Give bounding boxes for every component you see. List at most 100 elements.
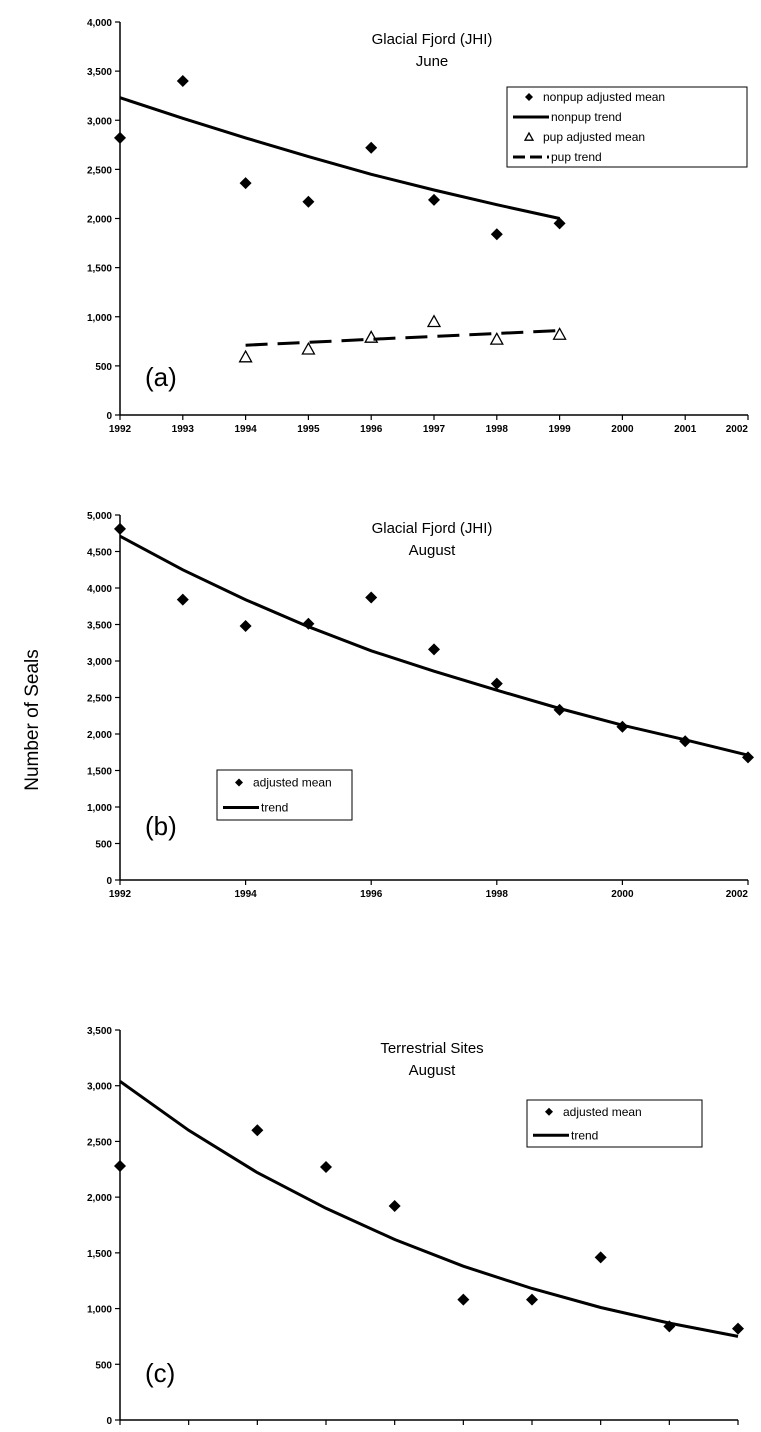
panel-b-x-tick-label: 1998 — [486, 889, 509, 900]
panel-c-y-tick-label: 2,000 — [87, 1193, 112, 1204]
data-point-diamond — [457, 1293, 470, 1306]
panel-b-subtitle: August — [409, 542, 457, 559]
legend-box — [526, 1099, 703, 1148]
panel-a-y-tick-label: 3,500 — [87, 67, 112, 78]
legend-label: nonpup trend — [551, 110, 622, 124]
legend-label: pup trend — [551, 150, 602, 164]
panel-a-x-tick-label: 2001 — [674, 424, 697, 435]
panel-c-y-tick-label: 1,500 — [87, 1249, 112, 1260]
panel-b-y-tick-label: 5,000 — [87, 511, 112, 522]
data-point-diamond — [239, 619, 252, 632]
data-point-triangle — [301, 341, 316, 355]
legend-box — [216, 769, 353, 821]
panel-b-panel-label: (b) — [145, 811, 177, 841]
data-point-diamond — [176, 74, 189, 87]
data-point-diamond — [428, 643, 440, 656]
panel-b-y-tick-label: 3,500 — [87, 621, 112, 632]
panel-b-x-tick-label: 1996 — [360, 889, 383, 900]
panel-b-title: Glacial Fjord (JHI) — [372, 520, 493, 537]
panel-c-y-tick-label: 1,000 — [87, 1305, 112, 1316]
panel-b-x-tick-label: 1994 — [234, 889, 257, 900]
panel-a-series-nonpup-adjusted-mean — [114, 74, 566, 241]
panel-c-series-trend — [119, 1080, 739, 1338]
panel-a-x-tick-label: 2002 — [726, 424, 749, 435]
panel-a-series-pup-trend — [245, 329, 560, 347]
panel-a-subtitle: June — [416, 53, 449, 70]
data-point-diamond — [251, 1124, 264, 1137]
panel-c-chart: 05001,0001,5002,0002,5003,0003,500199219… — [87, 1026, 744, 1432]
panel-a-y-tick-label: 2,500 — [87, 165, 112, 176]
panel-a-panel-label: (a) — [145, 362, 177, 392]
panel-b-y-tick-label: 2,000 — [87, 730, 112, 741]
legend-label: pup adjusted mean — [543, 130, 645, 144]
panel-a-y-tick-label: 1,000 — [87, 313, 112, 324]
shared-y-axis-label: Number of Seals — [22, 649, 43, 791]
panel-c-legend: adjusted mean trend — [526, 1099, 703, 1148]
panel-a-x-tick-label: 1996 — [360, 424, 383, 435]
trend-line — [119, 1080, 739, 1338]
legend-label: trend — [571, 1128, 598, 1142]
data-point-diamond — [365, 591, 378, 604]
panel-a-x-tick-label: 1997 — [423, 424, 446, 435]
panel-c-series-adjusted-mean — [114, 1124, 744, 1335]
panel-c-subtitle: August — [409, 1062, 457, 1079]
panel-b-y-tick-label: 4,000 — [87, 584, 112, 595]
data-point-diamond — [388, 1200, 401, 1213]
data-point-diamond — [490, 677, 503, 690]
data-point-diamond — [114, 1159, 126, 1172]
panel-a-y-tick-label: 3,000 — [87, 116, 112, 127]
panel-a-x-tick-label: 1993 — [172, 424, 195, 435]
panel-a-title: Glacial Fjord (JHI) — [372, 31, 493, 48]
data-point-diamond — [114, 131, 126, 144]
panel-b-x-tick-label: 2000 — [611, 889, 634, 900]
panel-b-chart: 0 500 1,000 1,500 2,000 2,500 3,000 3,500 4,000 4… — [87, 511, 754, 900]
data-point-diamond — [239, 177, 252, 190]
panel-b-y-tick-label: 1,000 — [87, 803, 112, 814]
y-axis-label: Number of Seals — [22, 649, 43, 791]
panel-b-y-tick-label: 2,500 — [87, 694, 112, 705]
data-point-diamond — [114, 522, 126, 535]
panel-b-y-tick-label: 500 — [95, 840, 112, 851]
panel-a-y-tick-label: 4,000 — [87, 18, 112, 29]
panel-c-y-tick-label: 3,000 — [87, 1082, 112, 1093]
legend-label: adjusted mean — [253, 776, 332, 790]
data-point-diamond — [732, 1322, 744, 1335]
panel-a-series-nonpup-trend — [119, 96, 560, 220]
panel-b-y-tick-label: 4,500 — [87, 548, 112, 559]
panel-a-x-tick-label: 1998 — [486, 424, 509, 435]
data-point-diamond — [176, 593, 189, 606]
data-point-diamond — [553, 217, 566, 230]
data-point-triangle — [238, 349, 253, 363]
panel-a-x-tick-label: 1999 — [548, 424, 571, 435]
trend-line — [119, 96, 560, 220]
panel-c-y-tick-label: 0 — [106, 1416, 112, 1427]
panel-a-x-tick-label: 1994 — [234, 424, 257, 435]
trend-line — [119, 534, 749, 757]
trend-line — [245, 329, 560, 347]
panel-c-panel-label: (c) — [145, 1358, 175, 1388]
panel-a-x-tick-label: 1992 — [109, 424, 132, 435]
data-point-diamond — [594, 1251, 607, 1264]
legend-box — [506, 86, 748, 168]
panel-a-y-tick-label: 0 — [106, 411, 112, 422]
data-point-diamond — [526, 1293, 538, 1306]
panel-b-legend: adjusted mean trend — [216, 769, 353, 821]
panel-a-y-tick-label: 1,500 — [87, 264, 112, 275]
legend-label: nonpup adjusted mean — [543, 90, 665, 104]
legend-triangle-swatch — [523, 131, 535, 141]
panel-b-y-tick-label: 3,000 — [87, 657, 112, 668]
panel-a-y-tick-label: 2,000 — [87, 215, 112, 226]
legend-diamond-swatch — [525, 93, 533, 101]
panel-b-x-tick-label: 2002 — [726, 889, 749, 900]
data-point-triangle — [489, 332, 504, 345]
panel-a-x-tick-label: 2000 — [611, 424, 634, 435]
data-point-diamond — [490, 228, 503, 241]
data-point-diamond — [428, 193, 440, 206]
legend-label: adjusted mean — [563, 1105, 642, 1119]
data-point-diamond — [320, 1161, 332, 1174]
panel-c-y-tick-label: 2,500 — [87, 1137, 112, 1148]
panel-c-y-tick-label: 3,500 — [87, 1026, 112, 1037]
panel-c-title: Terrestrial Sites — [380, 1040, 483, 1057]
